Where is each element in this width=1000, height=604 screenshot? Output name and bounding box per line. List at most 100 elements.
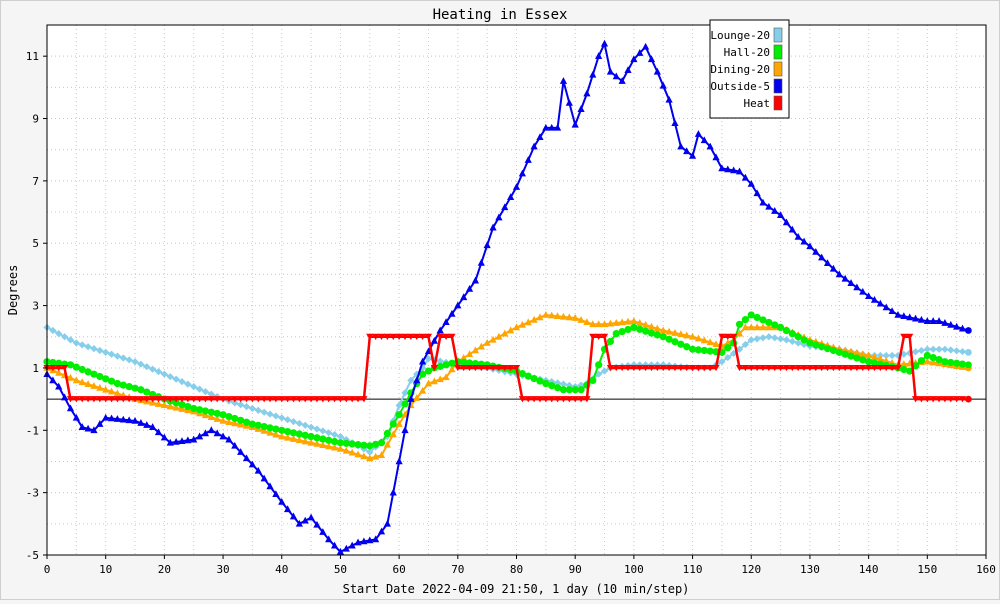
data-point [595,333,603,340]
data-point [953,396,961,403]
data-point [647,364,656,372]
x-tick-label: 20 [158,563,171,576]
data-point [395,420,403,427]
data-point [595,52,603,59]
data-point [307,432,315,441]
data-point [548,311,556,319]
data-point [583,396,591,403]
data-point [911,314,920,322]
data-point [718,333,726,340]
data-point [859,287,867,295]
y-tick-label: 11 [26,50,39,63]
data-point [501,329,509,337]
data-point [207,426,215,434]
data-point [735,167,744,175]
data-point [248,420,257,428]
data-point [782,336,791,344]
data-point [595,320,603,328]
data-point [618,327,626,336]
data-point [366,448,374,456]
data-point [589,70,597,78]
data-point [906,349,914,357]
legend-swatch-hall-20 [773,44,783,60]
data-point [671,329,679,336]
data-point [172,396,180,403]
x-tick-label: 140 [859,563,879,576]
data-point [712,364,720,372]
data-point [876,299,884,307]
data-point [642,42,650,50]
data-point [829,346,838,355]
series-heat [43,333,972,403]
data-point [671,364,679,372]
data-point [242,403,251,411]
data-point [325,396,333,403]
data-point [782,326,791,335]
data-point [278,498,286,505]
data-point [248,460,257,468]
data-point [624,364,632,372]
data-point [254,396,262,403]
data-point [284,505,292,513]
data-point [683,343,691,351]
data-point [348,396,356,403]
data-point [90,382,98,389]
data-point [923,357,931,365]
data-point [401,389,409,397]
data-point [665,335,673,343]
data-point [929,396,937,403]
data-point [154,368,163,376]
data-point [753,335,761,343]
data-point [419,333,427,340]
data-point [765,318,773,327]
data-point [935,345,943,353]
data-point [806,242,814,250]
data-point [313,425,321,433]
data-point [683,331,691,339]
data-point [647,55,656,63]
data-point [319,396,327,403]
data-point [659,326,667,334]
data-point [507,364,515,372]
data-point [149,396,157,403]
data-point [606,67,614,75]
data-point [964,361,972,369]
data-point [471,276,480,284]
data-point [853,354,861,362]
data-point [225,412,233,421]
legend-label-hall-20: Hall-20 [724,46,770,59]
data-point [72,396,80,403]
data-point [571,314,579,321]
data-point [336,396,345,403]
data-point [600,39,609,47]
data-point [301,421,309,429]
data-point [483,364,491,372]
data-point [237,416,245,424]
data-point [870,359,879,367]
data-point [759,334,767,342]
data-point [389,430,397,438]
data-point [776,335,785,343]
data-point [149,365,157,373]
data-point [495,364,503,372]
data-point [260,408,268,416]
data-point [301,516,309,524]
data-point [90,396,98,403]
data-point [307,513,315,521]
data-point [407,395,415,402]
data-point [677,330,685,338]
data-point [348,448,356,456]
data-point [225,396,233,403]
data-point [542,310,550,318]
data-point [295,396,303,403]
data-point [219,432,227,440]
data-point [219,396,227,403]
x-tick-label: 60 [393,563,406,576]
data-point [882,357,890,364]
data-point [665,95,673,103]
data-point [518,369,526,378]
data-point [207,408,215,416]
data-point [647,322,656,330]
data-point [325,442,333,450]
